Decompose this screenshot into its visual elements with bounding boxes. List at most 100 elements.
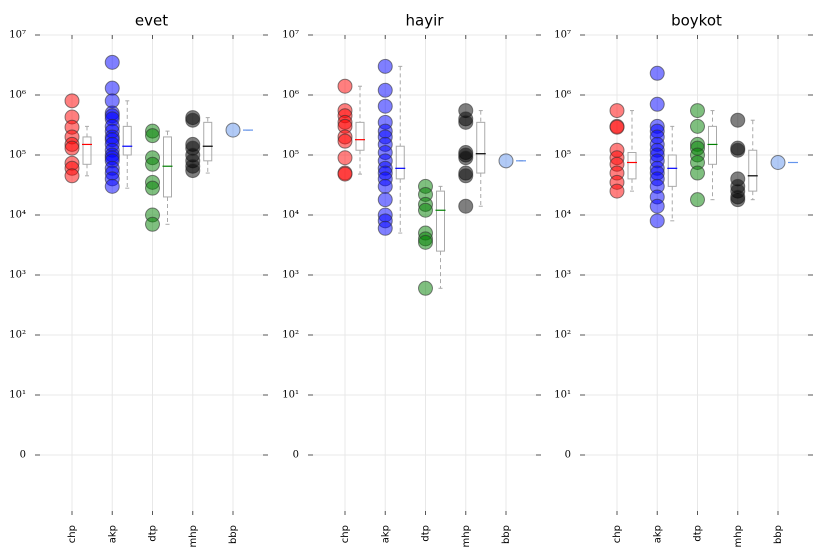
point — [337, 78, 353, 94]
point — [770, 154, 786, 170]
y-tick-label: 10⁷ — [282, 30, 299, 41]
x-tick-label: chp — [612, 525, 623, 543]
point — [609, 103, 625, 119]
point — [690, 192, 705, 208]
x-tick-label: bbp — [501, 525, 512, 544]
y-tick-label: 10⁶ — [282, 90, 299, 101]
y-tick-label: 10⁴ — [9, 210, 26, 221]
point — [337, 133, 353, 149]
panel-title: hayir — [406, 12, 445, 30]
y-tick-label: 0 — [293, 450, 299, 461]
box — [748, 149, 758, 192]
point — [185, 112, 201, 128]
x-tick-label: mhp — [733, 525, 744, 547]
y-tick-label: 10⁵ — [9, 150, 26, 161]
panel: evet 10⁷ 10⁶ 10⁵ 10⁴ 10³ 10² 10¹ 0 chp akp dtp mhp bb… — [9, 12, 268, 547]
x-tick-label: akp — [107, 525, 118, 543]
point — [145, 128, 160, 144]
point — [64, 93, 80, 109]
y-tick-label: 10⁶ — [554, 90, 571, 101]
y-tick-label: 10³ — [282, 270, 299, 281]
panel: hayir 10⁷ 10⁶ 10⁵ 10⁴ 10³ 10² 10¹ 0 chp akp dtp mhp b… — [282, 12, 541, 547]
y-tick-label: 10⁶ — [9, 90, 26, 101]
y-tick-label: 10⁴ — [282, 210, 299, 221]
point — [609, 183, 625, 199]
x-tick-label: akp — [652, 525, 663, 543]
point — [690, 103, 705, 119]
y-tick-label: 10³ — [9, 270, 26, 281]
box — [163, 136, 172, 198]
panel: boykot 10⁷ 10⁶ 10⁵ 10⁴ 10³ 10² 10¹ 0 chp akp dtp mhp… — [554, 12, 813, 547]
point — [649, 198, 665, 214]
y-tick-label: 10⁷ — [554, 30, 571, 41]
point — [337, 150, 353, 166]
point — [458, 114, 474, 130]
point — [418, 202, 433, 218]
y-tick-label: 10² — [9, 330, 26, 341]
point — [458, 150, 474, 166]
x-tick-label: dtp — [421, 525, 432, 542]
point — [145, 180, 160, 196]
box — [122, 125, 132, 156]
box — [708, 125, 717, 165]
point — [377, 58, 393, 74]
y-tick-label: 10⁵ — [282, 150, 299, 161]
point — [377, 82, 393, 98]
box — [203, 121, 213, 162]
point — [458, 168, 474, 184]
box — [82, 136, 92, 165]
point — [609, 119, 625, 135]
point — [377, 98, 393, 114]
panel-title: evet — [135, 12, 168, 30]
point — [104, 54, 120, 70]
point — [377, 220, 393, 236]
point — [730, 142, 746, 158]
point — [337, 166, 353, 182]
point — [418, 280, 433, 296]
point — [418, 234, 433, 250]
point — [690, 118, 705, 134]
point — [145, 156, 160, 172]
y-tick-label: 10¹ — [9, 390, 26, 401]
y-tick-label: 10⁷ — [9, 30, 26, 41]
point — [730, 112, 746, 128]
point — [730, 192, 746, 208]
point — [690, 165, 705, 181]
x-tick-label: dtp — [693, 525, 704, 542]
point — [145, 216, 160, 232]
box — [667, 154, 677, 187]
point — [649, 96, 665, 112]
x-tick-label: mhp — [188, 525, 199, 547]
point — [649, 65, 665, 81]
x-tick-label: bbp — [228, 525, 239, 544]
y-tick-label: 0 — [565, 450, 571, 461]
y-tick-label: 10⁴ — [554, 210, 571, 221]
point — [64, 168, 80, 184]
panel-title: boykot — [671, 12, 722, 30]
point — [377, 192, 393, 208]
y-tick-label: 10⁵ — [554, 150, 571, 161]
box — [395, 145, 405, 180]
y-tick-label: 10² — [282, 330, 299, 341]
box — [436, 190, 445, 252]
point — [104, 80, 120, 96]
y-tick-label: 0 — [20, 450, 26, 461]
point — [185, 163, 201, 179]
x-tick-label: dtp — [148, 525, 159, 542]
point — [64, 140, 80, 156]
y-tick-label: 10³ — [554, 270, 571, 281]
point — [377, 178, 393, 194]
y-tick-label: 10² — [554, 330, 571, 341]
x-tick-label: chp — [340, 525, 351, 543]
point — [225, 122, 241, 138]
point — [498, 153, 514, 169]
x-tick-label: chp — [67, 525, 78, 543]
x-tick-label: bbp — [773, 525, 784, 544]
point — [458, 198, 474, 214]
point — [649, 213, 665, 229]
y-tick-label: 10¹ — [554, 390, 571, 401]
x-tick-label: mhp — [461, 525, 472, 547]
y-tick-label: 10¹ — [282, 390, 299, 401]
box — [476, 121, 486, 174]
